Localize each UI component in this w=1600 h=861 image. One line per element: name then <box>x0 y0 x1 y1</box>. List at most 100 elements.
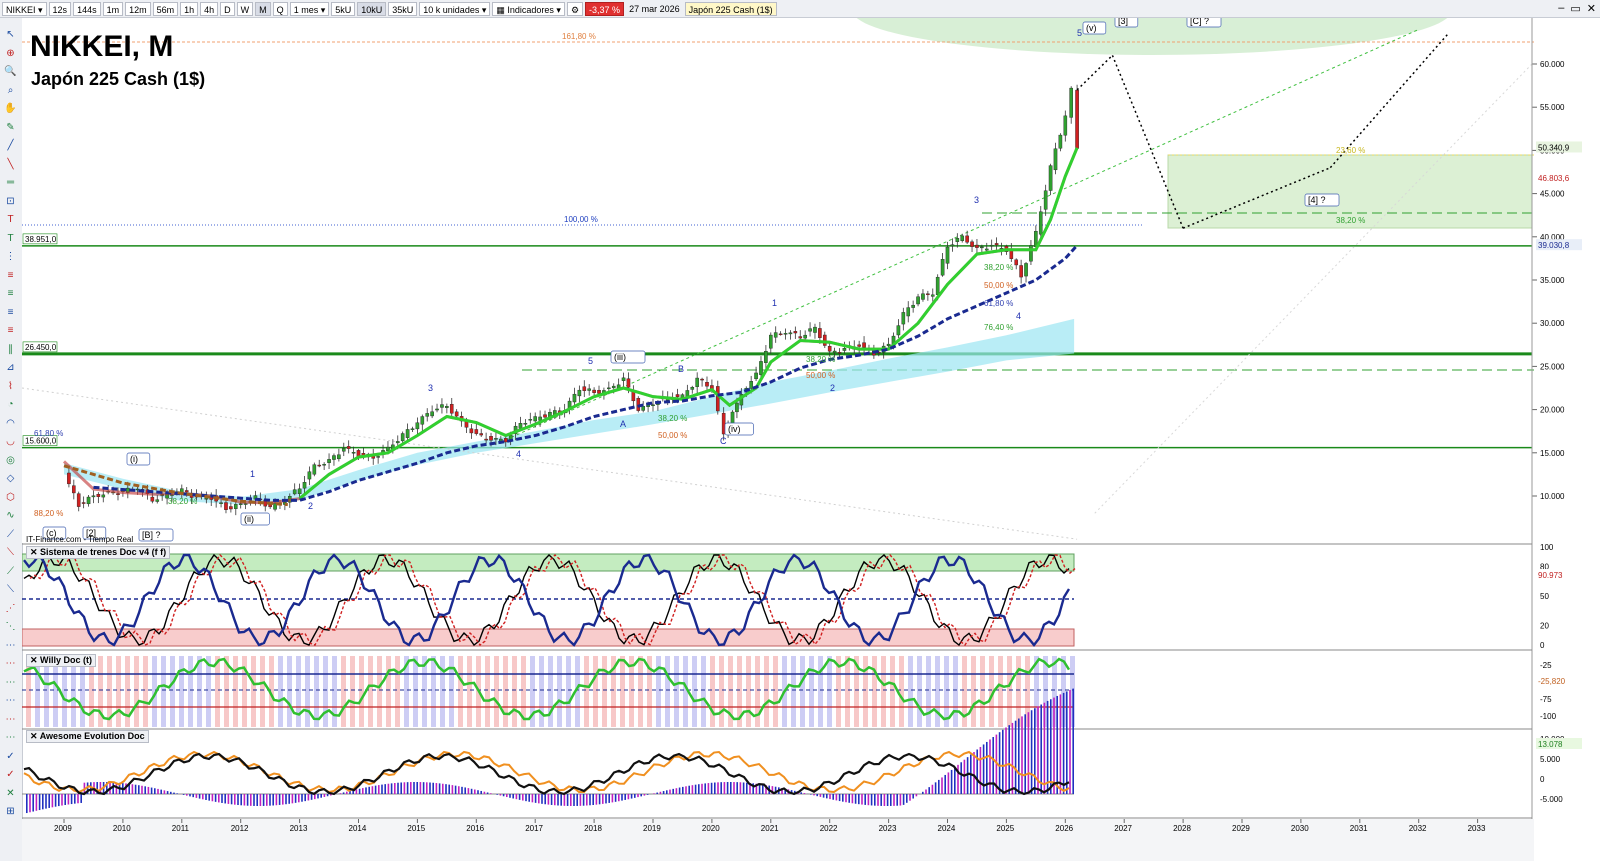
ae-bar <box>509 794 511 798</box>
unit-button-35ku[interactable]: 35kU <box>388 1 418 16</box>
tool-icon-14[interactable]: ≡ <box>7 288 14 299</box>
ae-bar <box>26 794 28 814</box>
tool-icon-26[interactable]: ∿ <box>6 510 15 521</box>
period-button-d[interactable]: D <box>220 1 235 16</box>
candle-body <box>960 235 965 241</box>
tool-icon-17[interactable]: ∥ <box>8 343 13 355</box>
panel-header-trenes[interactable]: ✕ Sistema de trenes Doc v4 (f f) <box>26 546 171 559</box>
tool-icon-30[interactable]: ⟍ <box>7 584 14 595</box>
tool-icon-6[interactable]: ╱ <box>7 140 14 151</box>
period-button-w[interactable]: W <box>236 1 254 16</box>
ae-bar <box>1066 691 1068 794</box>
period-button-12m[interactable]: 12m <box>125 1 151 16</box>
units-select[interactable]: 10 k unidades ▾ <box>419 1 491 16</box>
willy-bar <box>863 656 868 727</box>
willy-bar <box>746 656 751 727</box>
tool-icon-31[interactable]: ⋰ <box>5 602 16 614</box>
tool-icon-11[interactable]: T <box>7 232 14 244</box>
unit-button-5ku[interactable]: 5kU <box>331 1 356 16</box>
tool-icon-25[interactable]: ⬡ <box>6 491 15 503</box>
candle-body <box>808 328 812 332</box>
range-select[interactable]: 1 mes ▾ <box>289 1 330 16</box>
tool-icon-16[interactable]: ≡ <box>7 325 14 336</box>
willy-bar <box>179 656 184 727</box>
tool-icon-39[interactable]: ✓ <box>6 750 15 762</box>
tool-icon-24[interactable]: ◇ <box>6 473 15 484</box>
ae-bar <box>656 792 658 794</box>
ae-bar <box>70 794 73 805</box>
period-button-144s[interactable]: 144s <box>73 1 101 16</box>
period-button-m[interactable]: M <box>255 1 271 16</box>
tool-icon-32[interactable]: ⋱ <box>5 621 16 632</box>
source-note: IT-Finance.com - Tiempo Real <box>26 535 134 544</box>
period-button-1m[interactable]: 1m <box>102 1 124 16</box>
ae-bar <box>598 794 601 805</box>
candle-body <box>769 334 773 349</box>
tool-icon-7[interactable]: ╲ <box>7 158 14 170</box>
ae-tag-bg <box>1536 738 1582 749</box>
tool-icon-27[interactable]: ⟋ <box>7 528 14 540</box>
tool-icon-23[interactable]: ◎ <box>6 454 15 466</box>
tool-icon-41[interactable]: ✕ <box>6 787 15 799</box>
tool-icon-3[interactable]: ⌕ <box>7 84 14 96</box>
minimize-icon[interactable]: – <box>1558 2 1565 14</box>
ae-bar <box>294 794 297 803</box>
willy-bar <box>620 656 625 727</box>
tool-icon-37[interactable]: ⋯ <box>5 713 16 725</box>
tool-icon-40[interactable]: ✓ <box>6 769 15 780</box>
period-button-12s[interactable]: 12s <box>48 1 72 16</box>
tool-icon-1[interactable]: ⊕ <box>6 47 15 59</box>
tool-icon-18[interactable]: ⊿ <box>6 362 15 373</box>
price-tag-last: 46.803,6 <box>1538 174 1570 183</box>
ae-bar <box>45 794 47 809</box>
tool-icon-21[interactable]: ◠ <box>6 417 15 429</box>
ae-bar <box>291 794 294 804</box>
period-button-1h[interactable]: 1h <box>180 1 199 16</box>
panel-header-willy[interactable]: ✕ Willy Doc (t) <box>26 654 96 667</box>
tool-icon-38[interactable]: ⋯ <box>5 732 16 743</box>
candle-body <box>410 428 415 430</box>
wave-label: A <box>620 419 626 429</box>
period-button-4h[interactable]: 4h <box>200 1 219 16</box>
tool-icon-15[interactable]: ≡ <box>7 306 14 318</box>
ae-bar <box>714 782 716 794</box>
chart-canvas[interactable]: 10.00015.00020.00025.00030.00035.00040.0… <box>22 18 1600 861</box>
period-button-56m[interactable]: 56m <box>152 1 179 16</box>
symbol-select[interactable]: NIKKEI ▾ <box>2 1 47 16</box>
tool-icon-2[interactable]: 🔍 <box>4 66 17 77</box>
ae-bar <box>285 794 287 805</box>
panel-header-awesome[interactable]: ✕ Awesome Evolution Doc <box>26 730 149 743</box>
tool-icon-22[interactable]: ◡ <box>6 436 15 447</box>
tool-icon-12[interactable]: ⋮ <box>5 251 16 262</box>
tool-icon-33[interactable]: ⋯ <box>5 639 16 651</box>
settings-icon[interactable]: ⚙ <box>566 1 584 16</box>
indicators-button[interactable]: ▦ Indicadores ▾ <box>492 1 565 16</box>
ae-bar <box>1027 712 1030 794</box>
ae-bar <box>198 794 201 799</box>
tool-icon-13[interactable]: ≡ <box>7 269 14 281</box>
tool-icon-19[interactable]: ⌇ <box>8 380 13 392</box>
tool-icon-9[interactable]: ⊡ <box>6 195 15 207</box>
tool-icon-29[interactable]: ⟋ <box>7 565 14 577</box>
close-icon[interactable]: ✕ <box>1586 3 1596 15</box>
willy-bar <box>314 656 319 727</box>
candle-body <box>430 411 434 417</box>
tool-icon-42[interactable]: ⊞ <box>6 806 15 817</box>
tool-icon-20[interactable]: ◔ <box>7 399 14 410</box>
tool-icon-8[interactable]: ═ <box>6 177 15 188</box>
ae-bar <box>627 794 630 800</box>
period-button-q[interactable]: Q <box>272 1 288 16</box>
unit-button-10ku[interactable]: 10kU <box>357 1 387 16</box>
willy-bar <box>170 656 175 727</box>
tool-icon-5[interactable]: ✎ <box>6 121 15 133</box>
tool-icon-34[interactable]: ⋯ <box>5 658 16 669</box>
restore-icon[interactable]: ▭ <box>1570 3 1581 15</box>
tool-icon-0[interactable]: ↖ <box>6 29 15 40</box>
tool-icon-35[interactable]: ⋯ <box>5 676 16 688</box>
y-tick-label: 35.000 <box>1540 276 1565 285</box>
tool-icon-28[interactable]: ⟍ <box>7 547 14 558</box>
tool-icon-36[interactable]: ⋯ <box>5 695 16 706</box>
tool-icon-10[interactable]: T <box>7 214 14 225</box>
wave-label: (iii) <box>614 352 626 362</box>
tool-icon-4[interactable]: ✋ <box>4 103 17 114</box>
